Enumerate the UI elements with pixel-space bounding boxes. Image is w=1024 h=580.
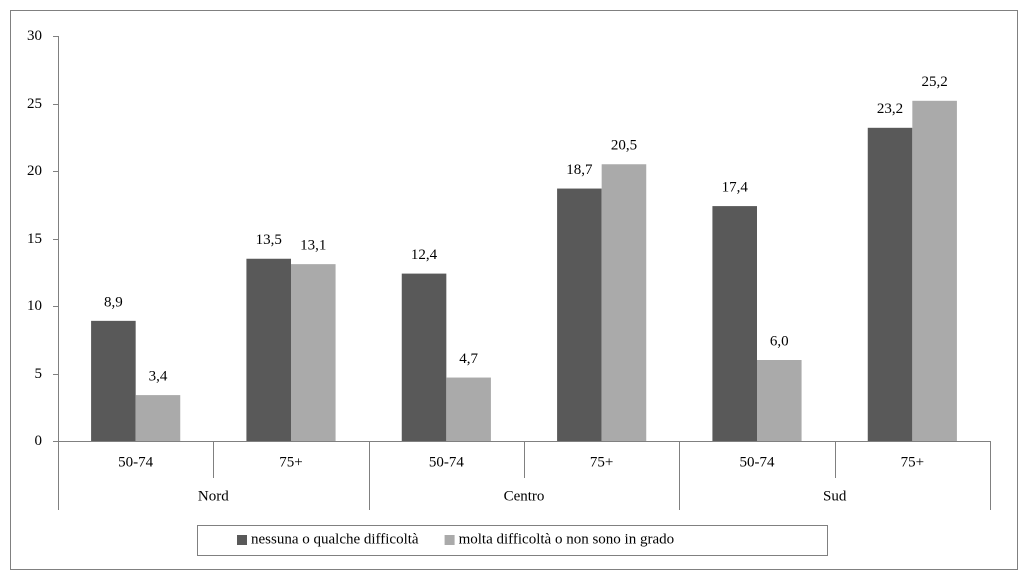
legend-label: molta difficoltà o non sono in grado — [459, 531, 675, 547]
bar — [291, 264, 336, 441]
bar — [557, 188, 602, 441]
bar — [601, 164, 647, 441]
group-label: Sud — [823, 488, 847, 504]
data-label: 13,5 — [256, 232, 282, 248]
data-label: 6,0 — [770, 333, 789, 349]
data-label: 4,7 — [459, 351, 478, 367]
y-tick-label: 10 — [27, 298, 42, 314]
data-label: 25,2 — [921, 74, 947, 90]
legend-box — [197, 525, 828, 556]
legend-label: nessuna o qualche difficoltà — [251, 531, 419, 547]
data-label: 3,4 — [149, 369, 168, 385]
data-label: 20,5 — [611, 138, 637, 154]
y-tick-label: 5 — [35, 366, 43, 382]
y-tick-label: 15 — [27, 231, 42, 247]
bar — [246, 258, 291, 441]
x-tick-label: 75+ — [279, 454, 302, 470]
y-tick-label: 25 — [27, 96, 42, 112]
bar — [135, 395, 181, 441]
y-tick-label: 0 — [35, 433, 43, 449]
bar — [867, 127, 913, 442]
data-label: 13,1 — [300, 238, 326, 254]
data-label: 17,4 — [722, 180, 749, 196]
group-label: Centro — [504, 488, 545, 504]
data-label: 18,7 — [566, 162, 593, 178]
bar — [446, 377, 491, 441]
chart-border — [10, 10, 1018, 570]
x-tick-label: 75+ — [901, 454, 924, 470]
x-tick-label: 50-74 — [740, 454, 775, 470]
legend-swatch — [237, 535, 247, 545]
x-tick-label: 75+ — [590, 454, 613, 470]
bar — [401, 273, 447, 441]
bar — [912, 100, 957, 442]
data-label: 23,2 — [877, 101, 903, 117]
legend-swatch — [444, 535, 455, 545]
bar — [757, 360, 802, 441]
bar — [91, 320, 136, 441]
data-label: 12,4 — [411, 247, 438, 263]
y-tick-label: 20 — [27, 163, 42, 179]
y-tick-label: 30 — [27, 28, 42, 44]
group-label: Nord — [198, 488, 229, 504]
data-label: 8,9 — [104, 294, 123, 310]
bar — [712, 206, 757, 441]
x-tick-label: 50-74 — [118, 454, 153, 470]
x-tick-label: 50-74 — [429, 454, 464, 470]
